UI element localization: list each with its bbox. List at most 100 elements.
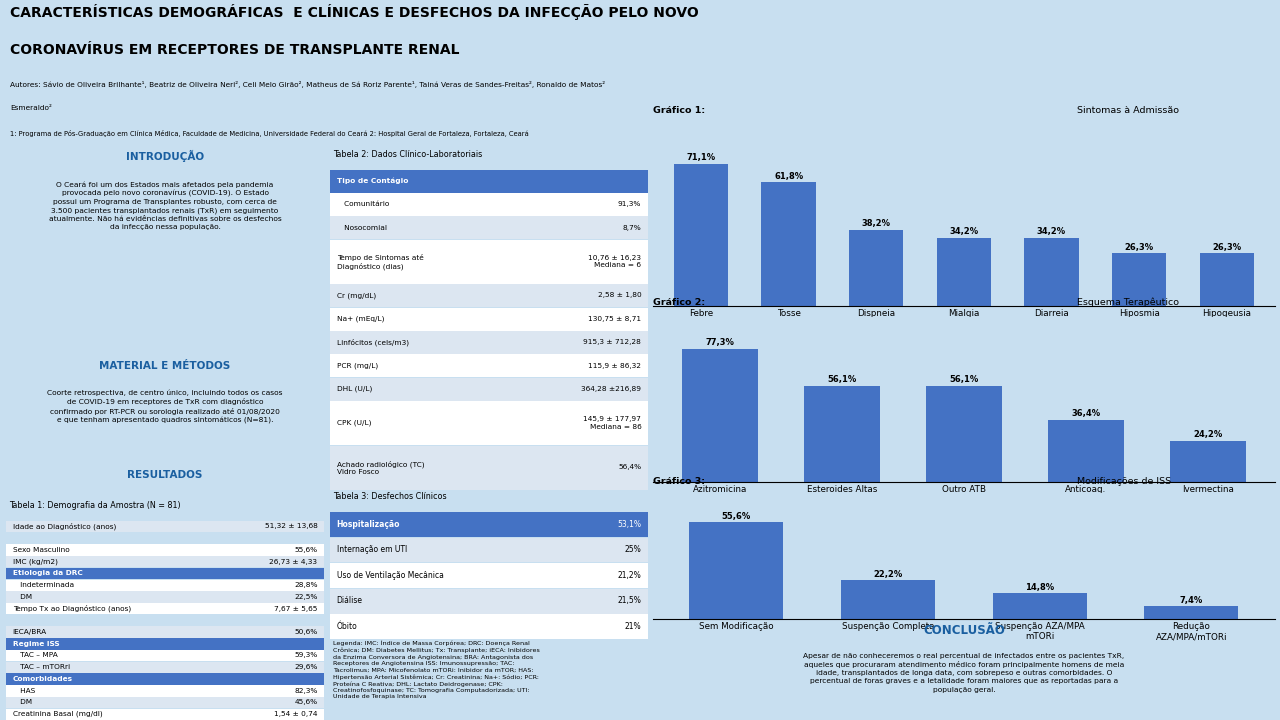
- Text: 21,5%: 21,5%: [617, 596, 641, 606]
- Text: CORONAVÍRUS EM RECEPTORES DE TRANSPLANTE RENAL: CORONAVÍRUS EM RECEPTORES DE TRANSPLANTE…: [10, 43, 460, 57]
- Text: 25%: 25%: [625, 545, 641, 554]
- Bar: [6, 638, 324, 649]
- Text: 2,58 ± 1,80: 2,58 ± 1,80: [598, 292, 641, 299]
- Bar: [6, 580, 324, 591]
- Bar: [1112, 253, 1166, 306]
- Text: 364,28 ±216,89: 364,28 ±216,89: [581, 386, 641, 392]
- Text: 26,73 ± 4,33: 26,73 ± 4,33: [270, 559, 317, 564]
- Text: 56,4%: 56,4%: [618, 464, 641, 470]
- Bar: [6, 603, 324, 614]
- Bar: [330, 331, 648, 354]
- Text: Sintomas à Admissão: Sintomas à Admissão: [1076, 107, 1179, 115]
- Bar: [689, 522, 783, 619]
- Bar: [1144, 606, 1239, 619]
- Text: Tempo Tx ao Diagnóstico (anos): Tempo Tx ao Diagnóstico (anos): [13, 605, 131, 612]
- Text: 21,2%: 21,2%: [617, 571, 641, 580]
- Text: 915,3 ± 712,28: 915,3 ± 712,28: [584, 339, 641, 346]
- Text: Comunitário: Comunitário: [337, 202, 389, 207]
- Text: Indeterminada: Indeterminada: [13, 582, 74, 588]
- Text: 55,6%: 55,6%: [294, 547, 317, 553]
- Bar: [1199, 253, 1254, 306]
- Text: Legenda: IMC: Índice de Massa Corpórea; DRC: Doença Renal
Crônica; DM: Diabetes : Legenda: IMC: Índice de Massa Corpórea; …: [333, 640, 540, 699]
- Text: Comorbidades: Comorbidades: [13, 676, 73, 682]
- Text: Etiologia da DRC: Etiologia da DRC: [13, 570, 82, 576]
- Text: Regime ISS: Regime ISS: [13, 641, 59, 647]
- Bar: [330, 284, 648, 307]
- Text: 1,54 ± 0,74: 1,54 ± 0,74: [274, 711, 317, 717]
- Text: TAC – mTORri: TAC – mTORri: [13, 665, 70, 670]
- Text: 53,1%: 53,1%: [617, 520, 641, 528]
- Text: 145,9 ± 177,97
Mediana = 86: 145,9 ± 177,97 Mediana = 86: [584, 416, 641, 430]
- Text: 56,1%: 56,1%: [950, 375, 978, 384]
- Text: Tabela 2: Dados Clínico-Laboratoriais: Tabela 2: Dados Clínico-Laboratoriais: [333, 150, 483, 158]
- Bar: [330, 446, 648, 490]
- Text: Hospitalização: Hospitalização: [337, 520, 401, 528]
- Text: Tabela 3: Desfechos Clínicos: Tabela 3: Desfechos Clínicos: [333, 492, 447, 500]
- Text: CARACTERÍSTICAS DEMOGRÁFICAS  E CLÍNICAS E DESFECHOS DA INFECÇÃO PELO NOVO: CARACTERÍSTICAS DEMOGRÁFICAS E CLÍNICAS …: [10, 4, 699, 20]
- Text: Óbito: Óbito: [337, 622, 357, 631]
- Text: IMC (kg/m2): IMC (kg/m2): [13, 559, 58, 565]
- Text: 21%: 21%: [625, 622, 641, 631]
- Bar: [330, 614, 648, 639]
- Bar: [925, 386, 1002, 482]
- Bar: [937, 238, 991, 306]
- Bar: [6, 650, 324, 662]
- Text: 45,6%: 45,6%: [294, 699, 317, 706]
- Bar: [330, 354, 648, 377]
- Text: 7,4%: 7,4%: [1180, 596, 1203, 605]
- Text: 22,5%: 22,5%: [294, 594, 317, 600]
- Text: 26,3%: 26,3%: [1212, 243, 1242, 251]
- Bar: [804, 386, 879, 482]
- Text: Creatinina Basal (mg/dl): Creatinina Basal (mg/dl): [13, 711, 102, 717]
- Bar: [330, 169, 648, 192]
- Text: 50,6%: 50,6%: [294, 629, 317, 635]
- Text: 38,2%: 38,2%: [861, 219, 891, 228]
- Text: 130,75 ± 8,71: 130,75 ± 8,71: [589, 316, 641, 322]
- Text: 56,1%: 56,1%: [827, 375, 856, 384]
- Bar: [330, 307, 648, 330]
- Text: Autores: Sávio de Oliveira Brilhante¹, Beatriz de Oliveira Neri², Celi Melo Girã: Autores: Sávio de Oliveira Brilhante¹, B…: [10, 81, 605, 88]
- Text: HAS: HAS: [13, 688, 35, 693]
- Text: Nosocomial: Nosocomial: [337, 225, 387, 230]
- Bar: [762, 182, 815, 306]
- Text: 10,76 ± 16,23
Mediana = 6: 10,76 ± 16,23 Mediana = 6: [589, 255, 641, 269]
- Bar: [330, 193, 648, 216]
- Text: 71,1%: 71,1%: [686, 153, 716, 162]
- Text: INTRODUÇÃO: INTRODUÇÃO: [125, 150, 205, 162]
- Text: 28,8%: 28,8%: [294, 582, 317, 588]
- Bar: [673, 163, 728, 306]
- Bar: [1048, 420, 1124, 482]
- Text: Sexo Masculino: Sexo Masculino: [13, 547, 69, 553]
- Text: Na+ (mEq/L): Na+ (mEq/L): [337, 315, 384, 322]
- Text: TAC – MPA: TAC – MPA: [13, 652, 58, 659]
- Bar: [330, 538, 648, 562]
- Text: iECA/BRA: iECA/BRA: [13, 629, 47, 635]
- Text: Esquema Terapêutico: Esquema Terapêutico: [1076, 297, 1179, 307]
- Text: CPK (U/L): CPK (U/L): [337, 420, 371, 426]
- Text: Tipo de Contágio: Tipo de Contágio: [337, 178, 408, 184]
- Text: 51,32 ± 13,68: 51,32 ± 13,68: [265, 523, 317, 529]
- Text: DHL (U/L): DHL (U/L): [337, 386, 372, 392]
- Bar: [330, 240, 648, 284]
- Text: 115,9 ± 86,32: 115,9 ± 86,32: [589, 363, 641, 369]
- Text: 82,3%: 82,3%: [294, 688, 317, 693]
- Text: Linfócitos (cels/m3): Linfócitos (cels/m3): [337, 338, 408, 346]
- Bar: [841, 580, 934, 619]
- Text: Diálise: Diálise: [337, 596, 362, 606]
- Text: Gráfico 1:: Gráfico 1:: [653, 107, 708, 115]
- Bar: [6, 697, 324, 708]
- Bar: [6, 544, 324, 556]
- Bar: [6, 685, 324, 696]
- Bar: [6, 556, 324, 567]
- Text: MATERIAL E MÉTODOS: MATERIAL E MÉTODOS: [100, 361, 230, 371]
- Text: Apesar de não conheceremos o real percentual de infectados entre os pacientes Tx: Apesar de não conheceremos o real percen…: [804, 653, 1124, 693]
- Bar: [330, 378, 648, 401]
- Text: Coorte retrospectiva, de centro único, incluindo todos os casos
de COVID-19 em r: Coorte retrospectiva, de centro único, i…: [47, 390, 283, 424]
- Text: CONCLUSÃO: CONCLUSÃO: [923, 624, 1005, 636]
- Bar: [682, 349, 758, 482]
- Bar: [6, 708, 324, 720]
- Text: 59,3%: 59,3%: [294, 652, 317, 659]
- Text: Achado radiológico (TC)
Vidro Fosco: Achado radiológico (TC) Vidro Fosco: [337, 460, 424, 474]
- Text: 91,3%: 91,3%: [618, 202, 641, 207]
- Text: Uso de Ventilação Mecânica: Uso de Ventilação Mecânica: [337, 571, 443, 580]
